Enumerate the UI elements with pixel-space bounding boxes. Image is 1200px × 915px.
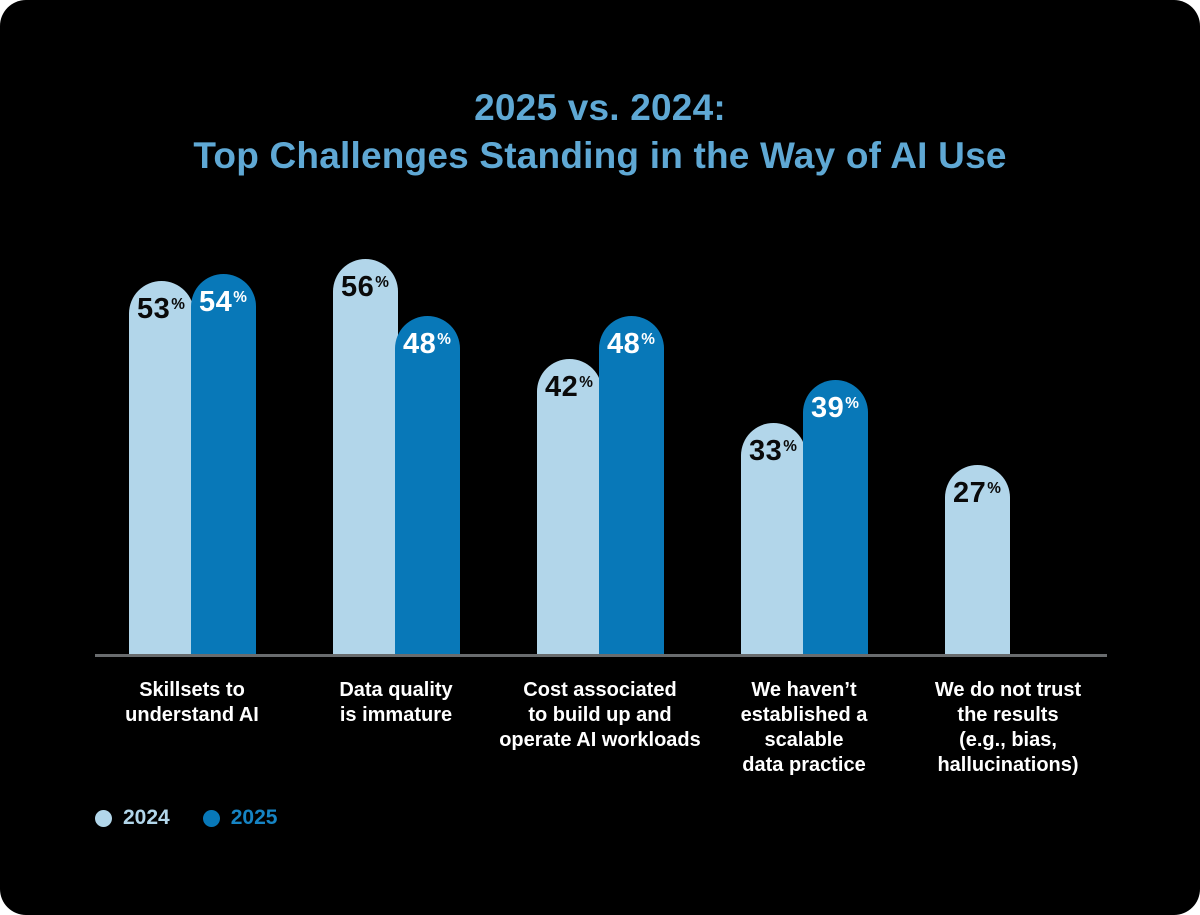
category-label-line: Data quality [339, 679, 453, 701]
percent-sign: % [579, 373, 593, 391]
value-number: 33 [749, 435, 783, 467]
percent-sign: % [171, 295, 185, 313]
legend-label-2024: 2024 [123, 806, 170, 829]
value-number: 53 [137, 293, 171, 325]
percent-sign: % [375, 273, 389, 291]
bar-group: 56% 48% [294, 236, 498, 657]
legend-item-2025: 2025 [202, 806, 278, 830]
percent-sign: % [845, 394, 859, 412]
category-label-line: We do not trust [934, 679, 1082, 701]
value-number: 39 [811, 392, 845, 424]
legend-dot-2025 [202, 809, 220, 827]
legend: 2024 2025 [95, 806, 1200, 830]
bar-2025: 54% [190, 274, 256, 657]
x-axis-line [95, 654, 1107, 657]
legend-dot-2024 [95, 809, 112, 827]
category-label-line: (e.g., bias, [959, 729, 1057, 751]
bar-2025: 48% [598, 316, 664, 657]
percent-sign: % [233, 288, 247, 306]
bar-group: 53% 54% [90, 236, 294, 657]
legend-item-2024: 2024 [95, 806, 170, 830]
bar-2024: 42% [536, 359, 602, 657]
category-label: Skillsets to understand AI [90, 678, 294, 778]
value-label: 48% [395, 328, 460, 361]
category-label-line: understand AI [125, 704, 259, 726]
plot-area: 53% 54% 56% 48% 42% 48% 33% 39% 27% [90, 236, 1110, 657]
bar-2025: 39% [802, 380, 868, 657]
value-label: 48% [599, 328, 664, 361]
category-label-line: Skillsets to [139, 679, 245, 701]
value-number: 27 [953, 477, 987, 509]
value-label: 27% [945, 477, 1010, 510]
value-number: 54 [199, 286, 233, 318]
value-label: 42% [537, 371, 602, 404]
category-label-line: the results [957, 704, 1059, 726]
value-label: 53% [129, 293, 194, 326]
bar-group: 42% 48% [498, 236, 702, 657]
value-number: 56 [341, 271, 375, 303]
category-label-line: data practice [742, 754, 866, 776]
bar-2024: 33% [740, 423, 806, 657]
percent-sign: % [641, 330, 655, 348]
category-label: Data quality is immature [294, 678, 498, 778]
category-label-line: established a [740, 704, 868, 726]
bar-2025: 48% [394, 316, 460, 657]
category-label: Cost associated to build up and operate AI… [498, 678, 702, 778]
value-number: 48 [607, 328, 641, 360]
category-labels: Skillsets to understand AI Data quality is … [90, 678, 1110, 778]
value-label: 56% [333, 271, 398, 304]
category-label-line: operate AI workloads [499, 729, 701, 751]
bar-2024: 27% [944, 465, 1010, 657]
category-label-line: hallucinations) [937, 754, 1079, 776]
category-label-line: scalable [764, 729, 844, 751]
chart-title: 2025 vs. 2024: Top Challenges Standing i… [0, 84, 1200, 180]
category-label-line: is immature [339, 704, 453, 726]
percent-sign: % [783, 437, 797, 455]
category-label: We haven’t established a scalable data prac… [702, 678, 906, 778]
percent-sign: % [987, 479, 1001, 497]
category-label: We do not trust the results (e.g., bias, ha… [906, 678, 1110, 778]
category-label-line: Cost associated [523, 679, 677, 701]
category-label-line: We haven’t [751, 679, 857, 701]
chart-title-line-2: Top Challenges Standing in the Way of AI… [193, 135, 1007, 176]
value-number: 42 [545, 371, 579, 403]
bar-2024: 53% [128, 281, 194, 657]
category-label-line: to build up and [528, 704, 672, 726]
bar-2024: 56% [332, 259, 398, 657]
bar-groups: 53% 54% 56% 48% 42% 48% 33% 39% 27% [90, 236, 1110, 657]
value-label: 54% [191, 286, 256, 319]
value-label: 33% [741, 435, 806, 468]
bar-group: 33% 39% [702, 236, 906, 657]
legend-label-2025: 2025 [230, 806, 278, 829]
percent-sign: % [437, 330, 451, 348]
value-label: 39% [803, 392, 868, 425]
chart-title-line-1: 2025 vs. 2024: [474, 87, 726, 128]
bar-group: 27% [906, 236, 1110, 657]
value-number: 48 [403, 328, 437, 360]
